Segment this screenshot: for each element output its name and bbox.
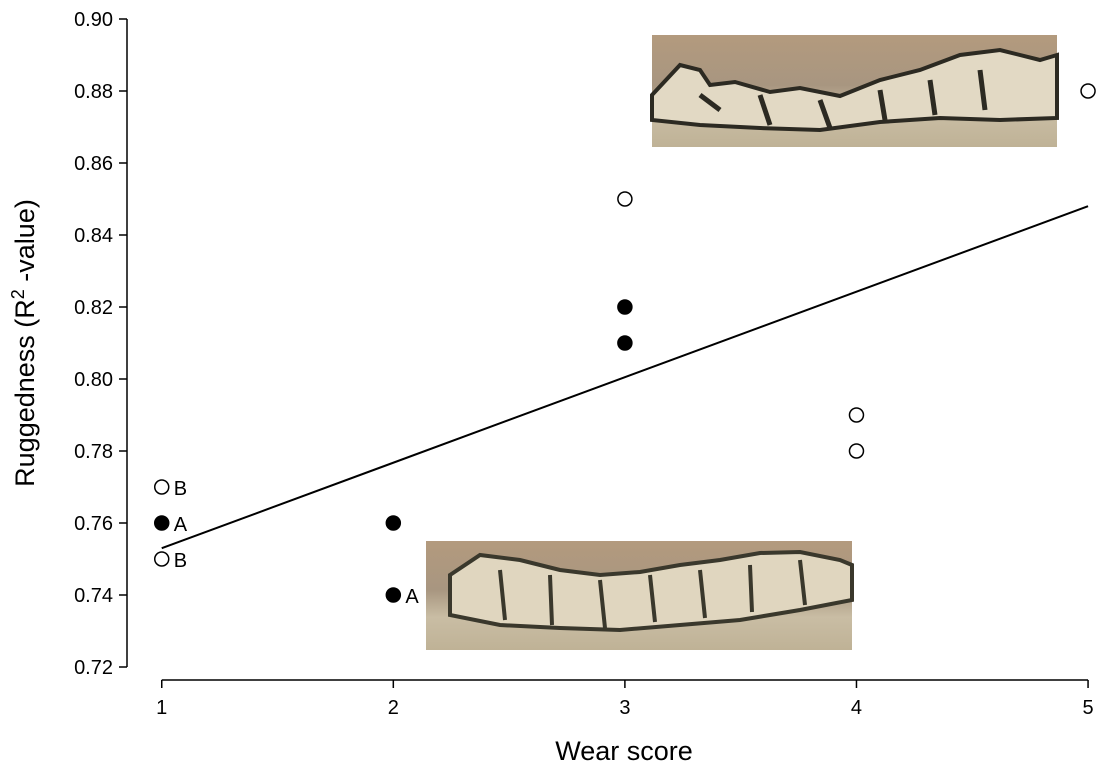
y-tick-label: 0.72	[74, 657, 113, 679]
point	[848, 443, 865, 459]
point	[385, 587, 402, 603]
point-label: A	[405, 586, 419, 608]
point	[617, 299, 633, 315]
x-tick-label: 5	[1082, 697, 1093, 719]
point	[617, 191, 633, 207]
point	[1080, 83, 1096, 99]
y-tick-label: 0.76	[74, 513, 113, 535]
trend-line	[161, 205, 1089, 550]
point	[153, 551, 170, 567]
x-tick-label: 2	[388, 697, 399, 719]
y-title-sup: 2	[8, 289, 28, 299]
y-axis-title: Ruggedness (R2 -value)	[8, 199, 40, 487]
photo-bottom	[426, 541, 854, 650]
y-tick-label: 0.88	[74, 81, 113, 103]
y-tick-label: 0.74	[74, 585, 113, 607]
point-label: B	[174, 478, 187, 500]
y-tick-label: 0.84	[74, 225, 113, 247]
y-tick-label: 0.80	[74, 369, 113, 391]
y-tick-label: 0.82	[74, 297, 113, 319]
point	[153, 479, 170, 495]
point-label: B	[174, 550, 187, 572]
y-tick-label: 0.86	[74, 153, 113, 175]
y-title-rest: -value)	[10, 199, 40, 289]
x-tick-label: 1	[156, 697, 167, 719]
point	[385, 515, 402, 531]
x-axis-title: Wear score	[555, 736, 693, 766]
x-tick-label: 4	[851, 697, 862, 719]
x-tick-label: 3	[619, 697, 630, 719]
y-title-text: Ruggedness (R	[10, 299, 40, 487]
point-label: A	[174, 514, 188, 536]
y-tick-label: 0.78	[74, 441, 113, 463]
photo-top	[650, 35, 1059, 147]
point	[617, 335, 633, 351]
point	[848, 407, 865, 423]
y-tick-label: 0.90	[74, 9, 113, 31]
point	[153, 515, 170, 531]
